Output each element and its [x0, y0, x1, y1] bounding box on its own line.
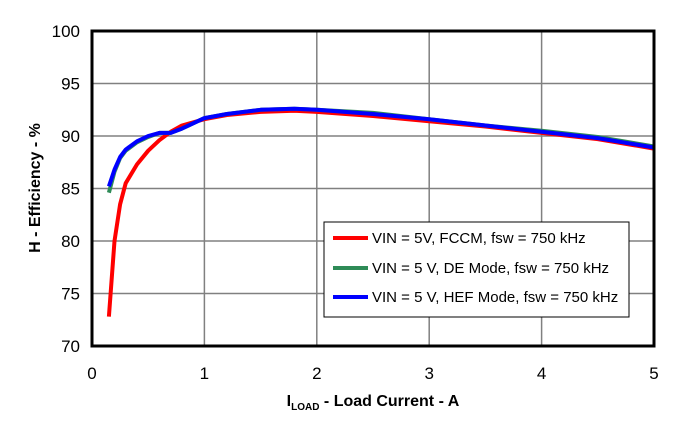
- x-tick-labels: 0 1 2 3 4 5: [87, 364, 658, 383]
- plot-frame: [90, 29, 656, 348]
- y-tick-label: 75: [61, 285, 80, 304]
- legend-label: VIN = 5 V, HEF Mode, fsw = 750 kHz: [372, 289, 618, 306]
- x-axis-title: ILOAD - Load Current - A: [287, 393, 460, 413]
- x-axis-title-main: I: [287, 393, 291, 410]
- x-tick-label: 4: [537, 364, 546, 383]
- y-tick-label: 100: [52, 22, 80, 41]
- y-tick-label: 70: [61, 337, 80, 356]
- legend-label: VIN = 5 V, DE Mode, fsw = 750 kHz: [372, 260, 609, 277]
- y-tick-label: 80: [61, 232, 80, 251]
- y-tick-label: 85: [61, 180, 80, 199]
- legend-box: [323, 221, 630, 318]
- y-tick-labels: 70 75 80 85 90 95 100: [52, 22, 80, 356]
- x-axis-title-rest: - Load Current - A: [319, 393, 459, 410]
- series-line-2: [107, 106, 655, 188]
- x-tick-label: 5: [649, 364, 658, 383]
- x-tick-label: 1: [200, 364, 209, 383]
- y-tick-label: 90: [61, 127, 80, 146]
- x-tick-label: 3: [424, 364, 433, 383]
- x-tick-label: 0: [87, 364, 96, 383]
- legend-item-de-mode: VIN = 5 V, DE Mode, fsw = 750 kHz: [333, 260, 609, 277]
- x-axis-title-subscript: LOAD: [291, 402, 319, 413]
- legend-item-fccm: VIN = 5V, FCCM, fsw = 750 kHz: [333, 230, 586, 247]
- x-tick-label: 2: [312, 364, 321, 383]
- legend-item-hef-mode: VIN = 5 V, HEF Mode, fsw = 750 kHz: [333, 289, 618, 306]
- data-series: [106, 106, 655, 317]
- grid-lines: [92, 31, 654, 346]
- y-tick-label: 95: [61, 75, 80, 94]
- y-axis-title: H - Efficiency - %: [27, 123, 44, 253]
- legend: VIN = 5V, FCCM, fsw = 750 kHz VIN = 5 V,…: [323, 221, 630, 318]
- legend-label: VIN = 5V, FCCM, fsw = 750 kHz: [372, 230, 586, 247]
